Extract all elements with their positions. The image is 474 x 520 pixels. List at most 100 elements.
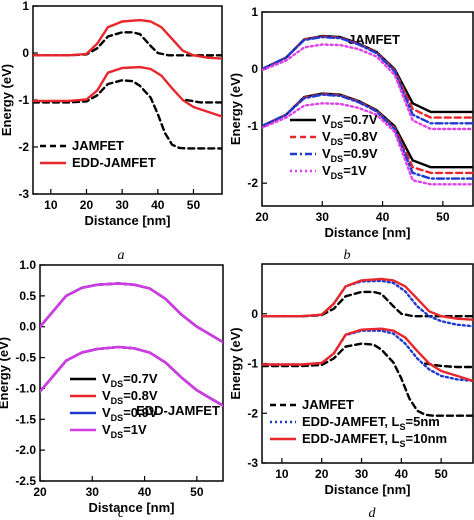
chart-panel-1: 10 20 30 40 50 -3 -2 -1 0 1 Distance [nm] Energy (e… [0, 0, 223, 263]
y-tick-label: -1 [18, 93, 29, 107]
legend-label-rest: =0.7V [123, 371, 158, 386]
series-line-edd-jamfet-ec [33, 18, 222, 60]
legend-label-main: V [322, 112, 331, 127]
y-axis-label: Energy (eV) [0, 64, 14, 136]
panel-caption: c [118, 506, 125, 520]
legend-label: VDS=0.8V [102, 388, 158, 406]
series-line-v-ds-0-8v-ev [262, 92, 473, 175]
x-axis-label: Distance [nm] [85, 213, 171, 228]
legend-label-rest: =10nm [406, 431, 448, 446]
legend-label-main: V [102, 388, 111, 403]
legend: JAMFET EDD-JAMFET [40, 138, 156, 170]
legend-label-main: V [102, 422, 111, 437]
legend-label: VDS=1V [322, 163, 367, 181]
y-tick-label: -1.0 [15, 381, 36, 395]
y-tick-label: 1 [251, 5, 258, 19]
series-line-jamfet-ec [262, 290, 473, 318]
y-tick-label: 0 [22, 46, 29, 60]
legend-label-rest: =1V [123, 422, 147, 437]
series-line-v-ds-1v-ec [40, 282, 223, 344]
x-tick-label: 10 [275, 467, 289, 481]
x-tick-label: 30 [115, 198, 129, 212]
legend-label-sub: DS [331, 137, 344, 147]
x-tick-label: 40 [395, 467, 409, 481]
series-line-edd-jamfet-l-s-10nm-ec [262, 277, 473, 321]
y-tick-label: 0.0 [19, 320, 36, 334]
y-axis-label: Energy (eV) [0, 337, 11, 409]
x-axis-label: Distance [nm] [325, 225, 411, 240]
series-line-jamfet-ev [33, 79, 222, 150]
legend-label-main: V [322, 146, 331, 161]
legend-label-sub: S [400, 422, 406, 432]
series-line-edd-jamfet-ev [33, 65, 222, 118]
panel-title: JAMFET [348, 32, 400, 47]
y-tick-label: -2 [247, 176, 258, 190]
legend-label-sub: DS [111, 413, 124, 423]
plot-frame [261, 11, 474, 207]
legend-label-sub: DS [331, 171, 344, 181]
series-line-unlabeled-tail [424, 362, 473, 369]
series-line-v-ds-0-8v-ec [262, 35, 473, 119]
x-tick-label: 20 [33, 485, 47, 499]
legend-label-sub: DS [111, 396, 124, 406]
y-tick-label: -2 [247, 406, 258, 420]
series-line-edd-jamfet-l-s-10nm-ev [262, 327, 473, 383]
y-tick-label: -1.5 [15, 412, 36, 426]
x-tick-label: 50 [187, 198, 201, 212]
legend-label: EDD-JAMFET, LS=10nm [302, 431, 447, 449]
legend-label-main: V [322, 163, 331, 178]
y-tick-label: -1 [247, 119, 258, 133]
legend-label-sub: DS [331, 120, 344, 130]
y-tick-label: -2 [18, 140, 29, 154]
y-tick-label: 1.0 [19, 258, 36, 272]
x-axis-label: Distance [nm] [89, 500, 175, 515]
legend-label-rest: =1V [343, 163, 367, 178]
panel-caption: d [369, 506, 377, 520]
series-line-v-ds-0-9v-ev [262, 93, 473, 180]
legend-label-main: V [102, 371, 111, 386]
legend-label-main: V [322, 129, 331, 144]
panel-caption: a [118, 248, 125, 263]
x-tick-label: 30 [316, 210, 330, 224]
chart-panel-3: 20 30 40 50 -2.5 -2.0 -1.5 -1.0 -0.5 0.0 0.5 1.0 Dis… [0, 258, 224, 520]
y-tick-label: 1 [22, 0, 29, 13]
legend-label: EDD-JAMFET [72, 155, 156, 170]
legend-label: JAMFET [72, 138, 124, 153]
y-tick-label: -3 [247, 456, 258, 470]
legend-label-main: V [102, 405, 111, 420]
series-line-v-ds-0-9v-ec [40, 282, 223, 344]
legend-label: VDS=0.7V [102, 371, 158, 389]
legend-label: VDS=0.8V [322, 129, 378, 147]
legend-label: VDS=0.9V [102, 405, 158, 423]
chart-panel-2: 20 30 40 50 -2 -1 0 1 Distance [nm] Energy (eV) JA… [228, 5, 474, 263]
legend-label-sub: DS [111, 430, 124, 440]
legend-label-rest: =0.8V [123, 388, 158, 403]
series-line-v-ds-1v-ec [262, 43, 473, 131]
legend-label-rest: =0.9V [343, 146, 378, 161]
x-tick-label: 50 [434, 467, 448, 481]
x-tick-label: 40 [376, 210, 390, 224]
y-tick-label: -2.5 [15, 474, 36, 488]
panel-caption: b [344, 248, 351, 263]
legend-label: VDS=0.9V [322, 146, 378, 164]
x-tick-label: 30 [86, 485, 100, 499]
series-line-v-ds-1v-ev [40, 345, 223, 407]
series-line-edd-jamfet-l-s-5nm-ec [262, 279, 473, 328]
legend-label: EDD-JAMFET, LS=5nm [302, 414, 440, 432]
x-tick-label: 40 [151, 198, 165, 212]
series-line-unlabeled-tail [185, 98, 222, 104]
series-line-v-ds-0-8v-ec [40, 282, 223, 344]
y-axis-label: Energy (eV) [228, 73, 243, 145]
legend-label-main: EDD-JAMFET, L [302, 414, 400, 429]
legend-label-sub: DS [111, 379, 124, 389]
y-tick-label: 0 [251, 307, 258, 321]
y-tick-label: -3 [18, 187, 29, 201]
series-group [40, 282, 223, 407]
series-line-jamfet-ec [33, 31, 222, 57]
legend-label-main: EDD-JAMFET, L [302, 431, 400, 446]
series-group [262, 277, 473, 417]
x-axis-label: Distance [nm] [325, 482, 411, 497]
